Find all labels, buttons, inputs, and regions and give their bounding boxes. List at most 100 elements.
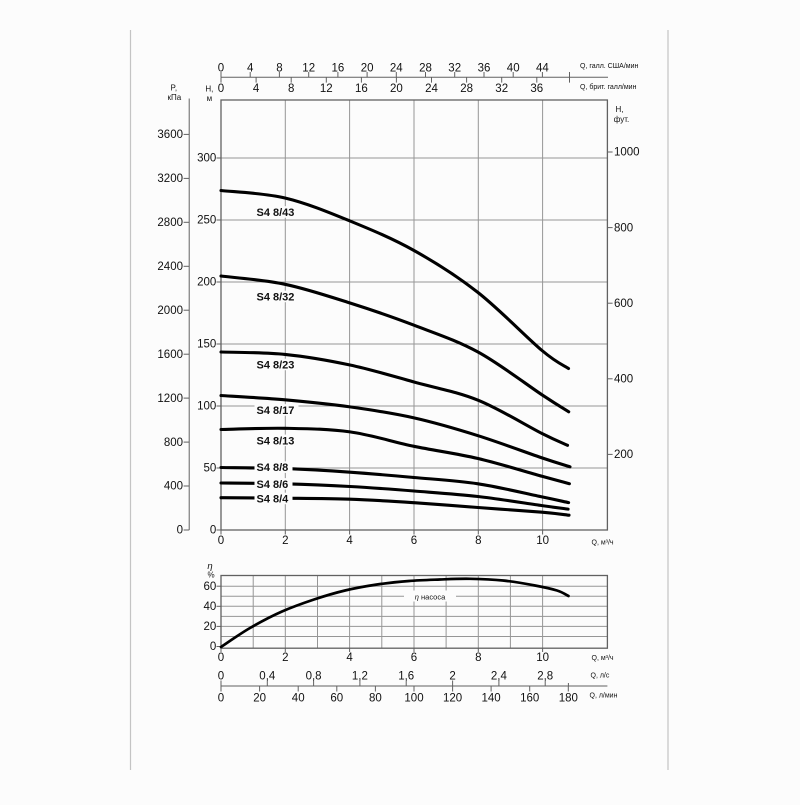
svg-text:2,4: 2,4 bbox=[491, 671, 508, 683]
svg-text:S4 8/17: S4 8/17 bbox=[257, 405, 295, 417]
svg-text:8: 8 bbox=[276, 63, 282, 75]
svg-text:12: 12 bbox=[302, 63, 315, 75]
svg-text:2,8: 2,8 bbox=[537, 671, 553, 683]
svg-text:0: 0 bbox=[210, 641, 216, 653]
svg-text:120: 120 bbox=[443, 693, 462, 705]
svg-text:600: 600 bbox=[614, 298, 633, 310]
svg-text:3600: 3600 bbox=[157, 129, 183, 141]
svg-text:200: 200 bbox=[614, 449, 633, 461]
svg-text:80: 80 bbox=[369, 693, 382, 705]
svg-text:180: 180 bbox=[559, 693, 578, 705]
svg-text:2800: 2800 bbox=[157, 217, 183, 229]
svg-text:Q, галл. США/мин: Q, галл. США/мин bbox=[580, 63, 638, 70]
svg-text:1,2: 1,2 bbox=[352, 671, 368, 683]
svg-text:36: 36 bbox=[478, 63, 491, 75]
svg-text:1000: 1000 bbox=[614, 147, 640, 159]
svg-text:12: 12 bbox=[320, 83, 333, 95]
svg-text:2400: 2400 bbox=[157, 261, 183, 273]
svg-text:0: 0 bbox=[218, 671, 224, 683]
svg-text:44: 44 bbox=[536, 63, 549, 75]
svg-text:60: 60 bbox=[330, 693, 343, 705]
svg-text:32: 32 bbox=[448, 63, 461, 75]
svg-text:400: 400 bbox=[164, 481, 183, 493]
svg-text:160: 160 bbox=[520, 693, 539, 705]
svg-text:0: 0 bbox=[218, 63, 224, 75]
svg-text:8: 8 bbox=[475, 652, 481, 664]
svg-text:20: 20 bbox=[204, 621, 217, 633]
svg-text:3200: 3200 bbox=[157, 173, 183, 185]
svg-text:0,8: 0,8 bbox=[306, 671, 322, 683]
svg-text:Q, л/мин: Q, л/мин bbox=[590, 693, 618, 700]
svg-text:300: 300 bbox=[197, 153, 216, 165]
svg-text:S4 8/6: S4 8/6 bbox=[257, 479, 289, 491]
svg-text:Q, м³/ч: Q, м³/ч bbox=[592, 540, 614, 547]
svg-text:800: 800 bbox=[164, 437, 183, 449]
svg-text:20: 20 bbox=[390, 83, 403, 95]
svg-text:S4 8/32: S4 8/32 bbox=[257, 292, 295, 304]
svg-text:28: 28 bbox=[460, 83, 473, 95]
svg-text:м: м bbox=[207, 94, 213, 103]
svg-text:4: 4 bbox=[253, 83, 260, 95]
svg-text:20: 20 bbox=[361, 63, 374, 75]
svg-text:40: 40 bbox=[507, 63, 520, 75]
svg-text:6: 6 bbox=[411, 652, 417, 664]
svg-text:0: 0 bbox=[218, 535, 224, 547]
svg-text:100: 100 bbox=[197, 401, 216, 413]
svg-text:2000: 2000 bbox=[157, 305, 183, 317]
svg-text:10: 10 bbox=[536, 535, 549, 547]
svg-text:0: 0 bbox=[177, 525, 183, 537]
svg-text:P,: P, bbox=[171, 84, 178, 93]
svg-text:20: 20 bbox=[253, 693, 266, 705]
svg-text:400: 400 bbox=[614, 374, 633, 386]
svg-text:S4 8/13: S4 8/13 bbox=[257, 435, 295, 447]
svg-text:8: 8 bbox=[288, 83, 294, 95]
svg-text:1200: 1200 bbox=[157, 393, 183, 405]
svg-text:фут.: фут. bbox=[614, 115, 630, 124]
svg-text:200: 200 bbox=[197, 277, 216, 289]
svg-text:24: 24 bbox=[390, 63, 403, 75]
svg-text:Н,: Н, bbox=[205, 85, 213, 94]
svg-text:4: 4 bbox=[346, 535, 353, 547]
svg-text:Q, л/с: Q, л/с bbox=[591, 673, 610, 680]
svg-text:150: 150 bbox=[197, 339, 216, 351]
svg-text:Q, м³/ч: Q, м³/ч bbox=[592, 655, 614, 662]
svg-text:16: 16 bbox=[332, 63, 345, 75]
svg-text:S4 8/23: S4 8/23 bbox=[257, 360, 295, 372]
svg-text:0,4: 0,4 bbox=[259, 671, 276, 683]
svg-text:40: 40 bbox=[292, 693, 305, 705]
svg-text:8: 8 bbox=[475, 535, 481, 547]
svg-text:4: 4 bbox=[346, 652, 353, 664]
svg-text:50: 50 bbox=[204, 463, 217, 475]
svg-text:кПа: кПа bbox=[168, 93, 182, 102]
svg-text:36: 36 bbox=[530, 83, 543, 95]
svg-text:S4 8/4: S4 8/4 bbox=[257, 494, 290, 506]
svg-text:40: 40 bbox=[204, 601, 217, 613]
svg-text:S4 8/43: S4 8/43 bbox=[257, 207, 295, 219]
svg-text:Н,: Н, bbox=[616, 105, 624, 114]
svg-text:140: 140 bbox=[482, 693, 501, 705]
svg-text:16: 16 bbox=[355, 83, 368, 95]
svg-text:28: 28 bbox=[419, 63, 432, 75]
svg-text:S4 8/8: S4 8/8 bbox=[257, 462, 289, 474]
svg-text:Q, брит. галл/мин: Q, брит. галл/мин bbox=[580, 83, 637, 91]
svg-text:1600: 1600 bbox=[157, 349, 183, 361]
svg-text:10: 10 bbox=[536, 652, 549, 664]
svg-text:24: 24 bbox=[425, 83, 438, 95]
svg-text:4: 4 bbox=[247, 63, 254, 75]
svg-text:100: 100 bbox=[404, 693, 423, 705]
svg-text:0: 0 bbox=[218, 693, 224, 705]
svg-text:0: 0 bbox=[210, 525, 216, 537]
svg-text:32: 32 bbox=[495, 83, 508, 95]
svg-text:800: 800 bbox=[614, 222, 633, 234]
svg-text:η: η bbox=[207, 561, 212, 572]
svg-text:60: 60 bbox=[204, 581, 217, 593]
svg-text:%: % bbox=[207, 571, 214, 580]
svg-text:0: 0 bbox=[218, 652, 224, 664]
svg-text:6: 6 bbox=[411, 535, 417, 547]
svg-text:η насоса: η насоса bbox=[415, 592, 446, 601]
svg-text:1,6: 1,6 bbox=[398, 671, 414, 683]
svg-text:250: 250 bbox=[197, 215, 216, 227]
svg-text:2: 2 bbox=[282, 535, 288, 547]
svg-text:2: 2 bbox=[282, 652, 288, 664]
svg-text:2: 2 bbox=[449, 671, 455, 683]
